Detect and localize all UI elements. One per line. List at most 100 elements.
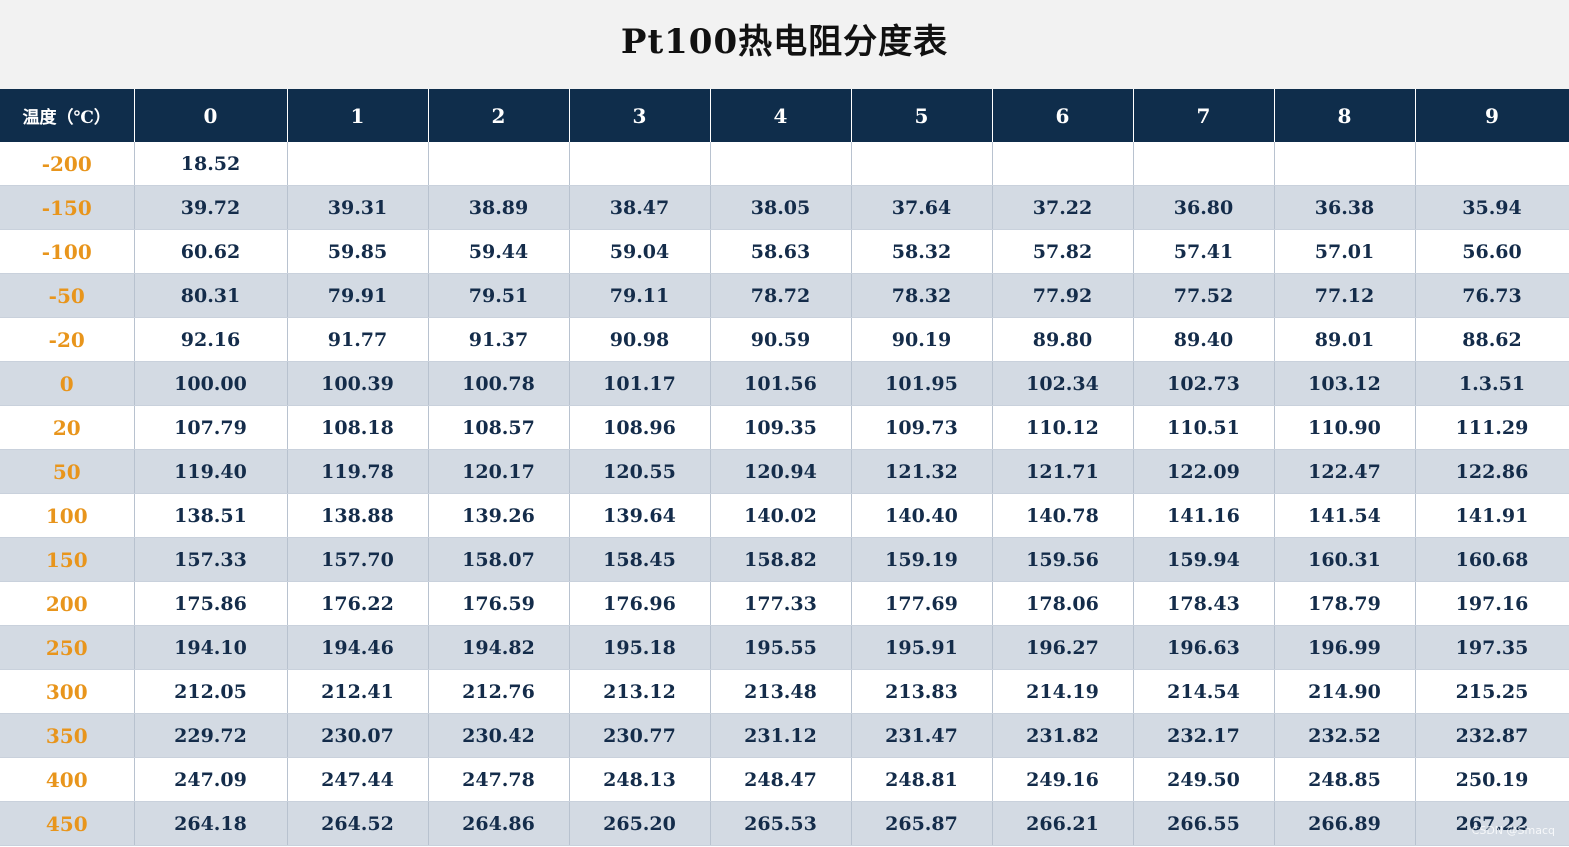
resistance-cell: 159.19 [851,537,993,582]
resistance-cell: 100.39 [287,361,429,406]
resistance-cell: 122.86 [1415,449,1569,494]
resistance-cell: 59.85 [287,229,429,274]
resistance-cell: 77.12 [1274,273,1416,318]
resistance-cell: 230.07 [287,713,429,758]
resistance-cell: 110.90 [1274,405,1416,450]
column-header: 6 [992,89,1134,142]
resistance-cell: 101.17 [569,361,711,406]
resistance-cell: 214.54 [1133,669,1275,714]
resistance-cell: 108.96 [569,405,711,450]
resistance-cell: 175.86 [134,581,288,626]
temperature-cell: 50 [0,449,135,494]
resistance-cell: 139.64 [569,493,711,538]
table-row: 450 264.18 264.52 264.86 265.20 265.53 265.87 2… [0,801,1569,846]
resistance-cell: 57.01 [1274,229,1416,274]
resistance-cell: 57.41 [1133,229,1275,274]
resistance-cell: 265.87 [851,801,993,846]
resistance-cell: 176.96 [569,581,711,626]
resistance-cell: 139.26 [428,493,570,538]
resistance-cell: 215.25 [1415,669,1569,714]
resistance-cell: 214.19 [992,669,1134,714]
resistance-cell: 110.51 [1133,405,1275,450]
resistance-cell: 265.53 [710,801,852,846]
resistance-cell: 38.47 [569,185,711,230]
resistance-cell [851,142,993,186]
resistance-cell: 91.37 [428,317,570,362]
resistance-cell: 266.21 [992,801,1134,846]
table-row: 150 157.33 157.70 158.07 158.45 158.82 159.19 1… [0,537,1569,582]
resistance-cell: 266.89 [1274,801,1416,846]
resistance-cell: 119.78 [287,449,429,494]
resistance-cell: 197.16 [1415,581,1569,626]
table-body: -200 18.52 -150 39.72 39.31 38.89 38.47 38.05 37… [0,142,1569,846]
resistance-cell: 194.10 [134,625,288,670]
resistance-cell: 213.12 [569,669,711,714]
resistance-cell: 231.47 [851,713,993,758]
resistance-cell [428,142,570,186]
corner-header: 温度（℃） [0,89,135,142]
resistance-cell: 141.16 [1133,493,1275,538]
resistance-cell: 176.22 [287,581,429,626]
resistance-cell: 89.40 [1133,317,1275,362]
resistance-cell: 178.79 [1274,581,1416,626]
resistance-cell: 140.40 [851,493,993,538]
resistance-cell: 232.17 [1133,713,1275,758]
resistance-cell: 248.81 [851,757,993,802]
resistance-cell: 232.87 [1415,713,1569,758]
resistance-cell: 77.92 [992,273,1134,318]
resistance-cell: 141.91 [1415,493,1569,538]
resistance-cell: 231.12 [710,713,852,758]
resistance-cell: 212.05 [134,669,288,714]
resistance-cell: 36.38 [1274,185,1416,230]
resistance-cell: 177.33 [710,581,852,626]
column-header: 9 [1415,89,1569,142]
resistance-cell: 213.48 [710,669,852,714]
resistance-cell [710,142,852,186]
resistance-cell: 108.57 [428,405,570,450]
resistance-cell: 248.13 [569,757,711,802]
resistance-cell: 195.55 [710,625,852,670]
temperature-cell: 200 [0,581,135,626]
resistance-cell: 110.12 [992,405,1134,450]
column-header: 3 [569,89,711,142]
resistance-cell: 18.52 [134,142,288,186]
resistance-cell: 78.32 [851,273,993,318]
resistance-cell: 247.78 [428,757,570,802]
column-header: 4 [710,89,852,142]
table-row: -150 39.72 39.31 38.89 38.47 38.05 37.64 37.22 3… [0,185,1569,230]
resistance-cell: 194.82 [428,625,570,670]
resistance-cell: 90.98 [569,317,711,362]
resistance-cell: 264.52 [287,801,429,846]
resistance-cell: 109.73 [851,405,993,450]
resistance-cell: 138.51 [134,493,288,538]
resistance-cell: 111.29 [1415,405,1569,450]
resistance-cell: 230.42 [428,713,570,758]
temperature-cell: -150 [0,185,135,230]
resistance-cell: 230.77 [569,713,711,758]
temperature-cell: 100 [0,493,135,538]
resistance-cell: 121.71 [992,449,1134,494]
resistance-cell: 178.43 [1133,581,1275,626]
resistance-cell: 213.83 [851,669,993,714]
resistance-cell: 157.33 [134,537,288,582]
column-header: 5 [851,89,993,142]
resistance-cell: 232.52 [1274,713,1416,758]
temperature-cell: 20 [0,405,135,450]
resistance-cell: 1.3.51 [1415,361,1569,406]
resistance-cell: 58.32 [851,229,993,274]
resistance-cell: 176.59 [428,581,570,626]
resistance-cell [1415,142,1569,186]
resistance-cell: 229.72 [134,713,288,758]
resistance-cell: 195.18 [569,625,711,670]
title-bar: Pt100热电阻分度表 [0,0,1569,89]
resistance-cell: 247.44 [287,757,429,802]
table-row: 100 138.51 138.88 139.26 139.64 140.02 140.40 1… [0,493,1569,538]
resistance-cell: 158.07 [428,537,570,582]
temperature-cell: 0 [0,361,135,406]
resistance-cell: 195.91 [851,625,993,670]
resistance-cell: 196.63 [1133,625,1275,670]
resistance-cell: 178.06 [992,581,1134,626]
temperature-cell: 150 [0,537,135,582]
